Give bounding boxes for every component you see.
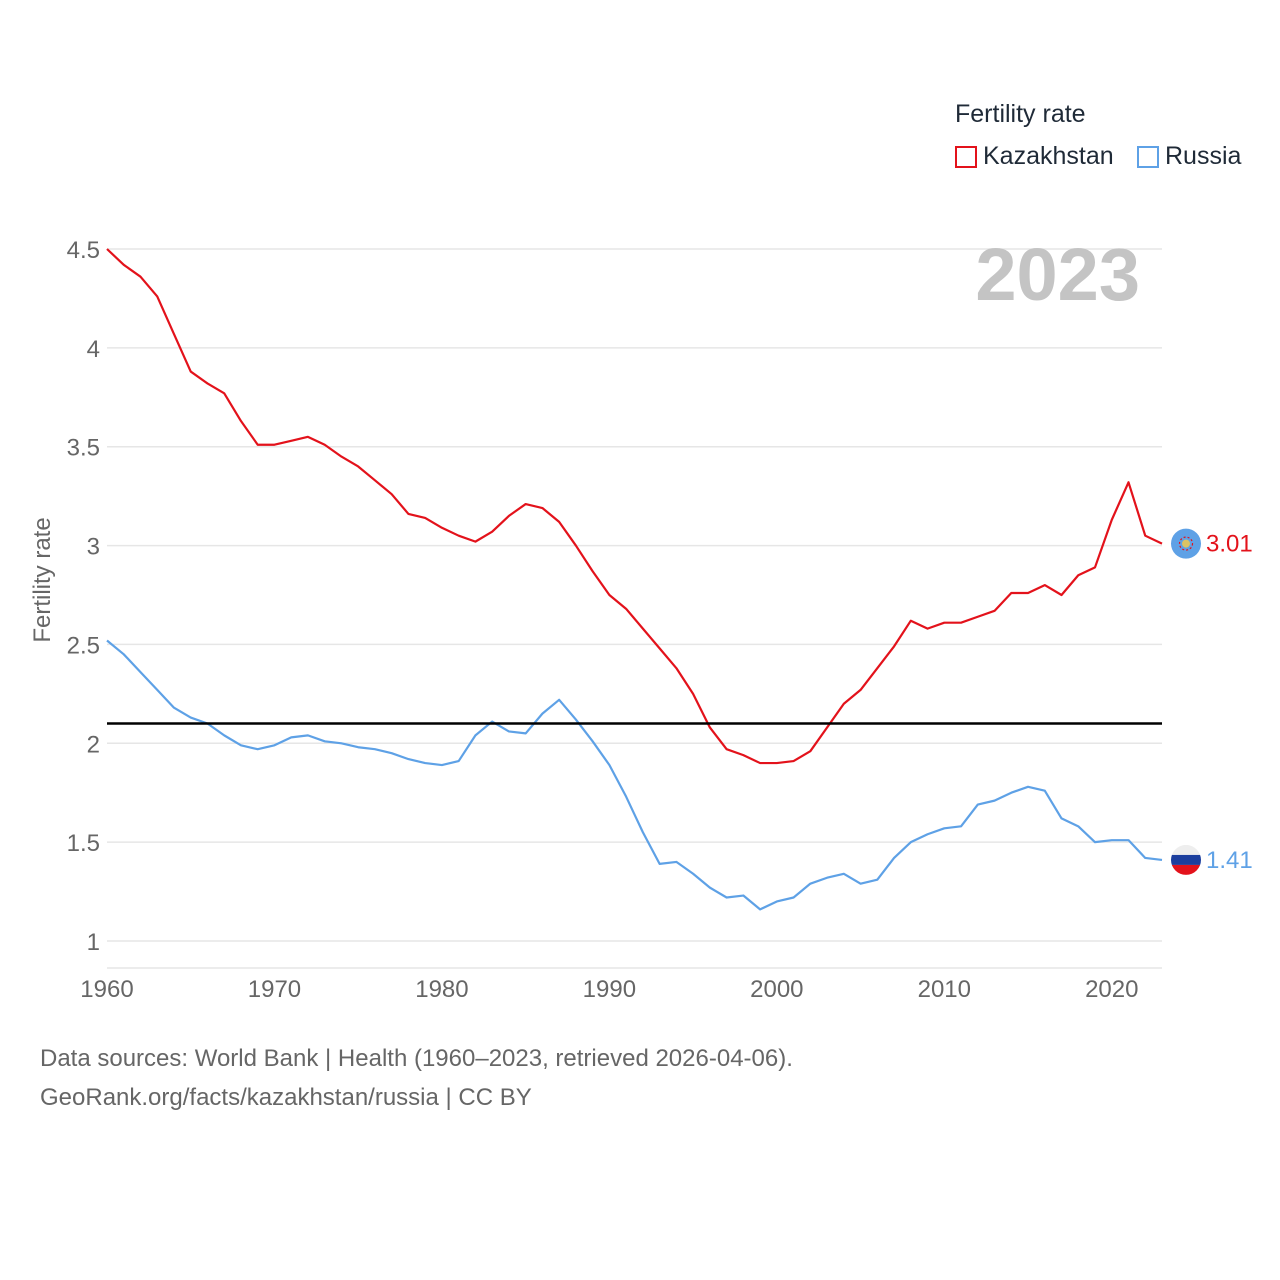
x-tick-label: 1970 xyxy=(248,976,301,1003)
grid-lines xyxy=(107,248,1162,969)
x-tick-label: 2000 xyxy=(750,976,803,1003)
flag-russia-blue xyxy=(1171,854,1201,865)
y-tick-label: 2.5 xyxy=(67,632,100,659)
flag-kazakhstan-rays xyxy=(1178,536,1194,551)
y-tick-label: 1 xyxy=(87,929,100,956)
flag-kazakhstan-sun xyxy=(1182,539,1190,548)
series-line-kazakhstan xyxy=(106,248,1163,765)
x-tick-label: 1980 xyxy=(415,976,468,1003)
x-tick-label: 2010 xyxy=(918,976,971,1003)
end-value-kazakhstan: 3.01 xyxy=(1206,531,1253,558)
flag-russia-icon xyxy=(1171,844,1201,875)
data-source-text: Data sources: World Bank | Health (1960–… xyxy=(40,1045,793,1072)
y-tick-label: 3.5 xyxy=(67,435,100,462)
x-tick-label: 2020 xyxy=(1085,976,1138,1003)
end-value-russia: 1.41 xyxy=(1206,847,1253,874)
legend-label-russia: Russia xyxy=(1165,142,1242,170)
y-tick-label: 1.5 xyxy=(67,830,100,857)
attribution-link[interactable]: GeoRank.org/facts/kazakhstan/russia | CC… xyxy=(40,1084,532,1111)
legend-item-russia[interactable]: Russia xyxy=(1137,142,1241,171)
series-line-russia xyxy=(106,639,1163,911)
flag-russia-white xyxy=(1171,844,1201,855)
y-axis-label: Fertility rate xyxy=(29,517,56,642)
legend-item-kazakhstan[interactable]: Kazakhstan xyxy=(955,142,1114,171)
series-lines xyxy=(106,248,1163,911)
legend-swatch-kazakhstan xyxy=(955,145,977,168)
x-tick-label: 1960 xyxy=(80,976,133,1003)
x-tick-labels: 1960 1970 1980 1990 2000 2010 2020 xyxy=(80,976,1138,1003)
y-tick-label: 4 xyxy=(87,336,100,363)
flag-russia-red xyxy=(1171,864,1201,875)
legend-swatch-russia xyxy=(1137,145,1159,168)
legend-title: Fertility rate xyxy=(955,100,1086,128)
y-tick-label: 4.5 xyxy=(67,237,100,264)
end-markers: 3.01 1.41 xyxy=(1171,528,1253,875)
y-tick-label: 3 xyxy=(87,534,100,561)
x-tick-label: 1990 xyxy=(583,976,636,1003)
y-tick-label: 2 xyxy=(87,731,100,758)
y-tick-labels: 1 1.5 2 2.5 3 3.5 4 4.5 xyxy=(67,237,100,956)
legend-label-kazakhstan: Kazakhstan xyxy=(983,142,1114,170)
year-label: 2023 xyxy=(975,233,1140,316)
